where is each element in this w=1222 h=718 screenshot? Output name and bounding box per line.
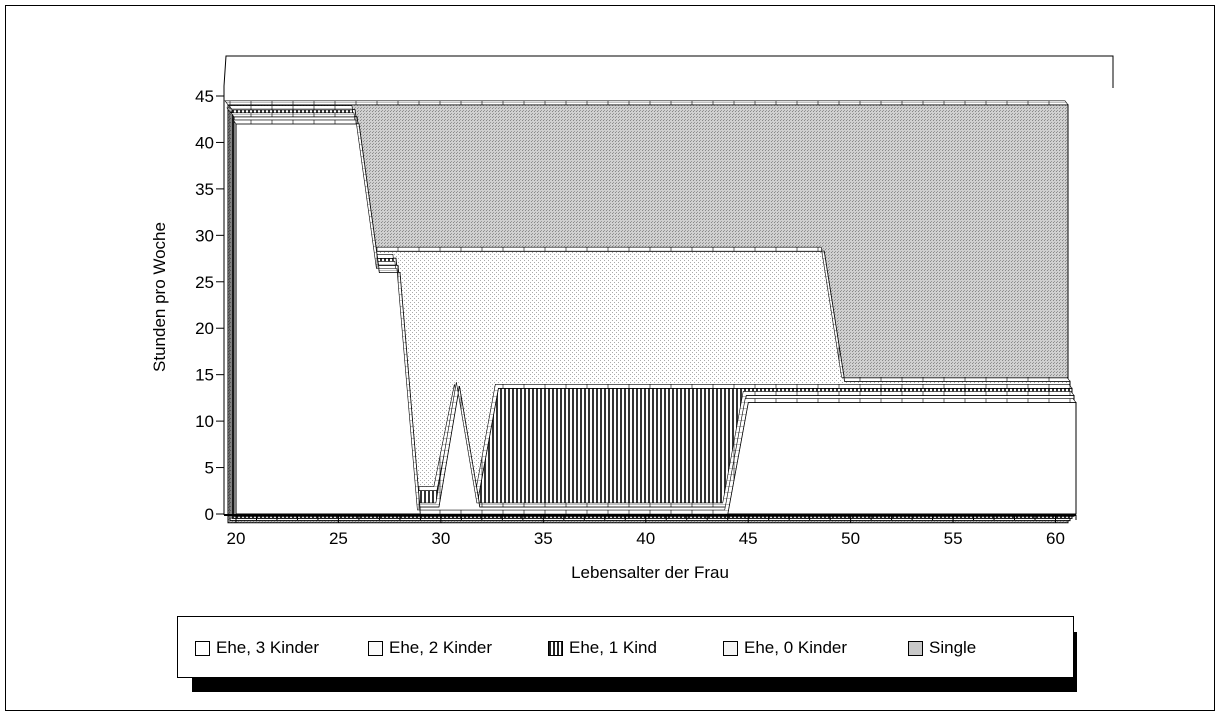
legend-swatch	[723, 640, 738, 656]
legend-label: Ehe, 3 Kinder	[216, 638, 320, 657]
x-tick-label: 35	[534, 529, 553, 548]
y-tick-label: 25	[195, 273, 214, 292]
y-tick-label: 5	[205, 459, 214, 478]
legend-label: Ehe, 0 Kinder	[744, 638, 848, 657]
y-tick-label: 20	[195, 319, 214, 338]
series-ridge	[226, 107, 1071, 382]
legend: Ehe, 3 Kinder Ehe, 2 Kinder Ehe, 1 Kind …	[177, 616, 1074, 678]
y-tick-label: 45	[195, 87, 214, 106]
legend-item-ehe-3-kinder: Ehe, 3 Kinder	[195, 637, 319, 659]
y-tick-label: 30	[195, 226, 214, 245]
legend-swatch	[195, 640, 210, 656]
y-tick-label: 10	[195, 412, 214, 431]
chart-frame	[5, 5, 1215, 711]
x-tick-label: 30	[431, 529, 450, 548]
x-tick-label: 45	[739, 529, 758, 548]
plot-area	[223, 55, 1114, 524]
legend-item-ehe-2-kinder: Ehe, 2 Kinder	[368, 637, 492, 659]
legend-label: Ehe, 2 Kinder	[389, 638, 493, 657]
y-tick-label: 35	[195, 180, 214, 199]
x-tick-label: 60	[1046, 529, 1065, 548]
x-axis-label: Lebensalter der Frau	[571, 563, 729, 582]
axes: 0 5 10 15 20 25 30 35 40 45 20 25 30 35 40 45 50 55 60	[195, 86, 1077, 548]
legend-item-ehe-1-kind: Ehe, 1 Kind	[548, 637, 657, 659]
series-ridge	[224, 100, 1069, 106]
legend-label: Single	[929, 638, 977, 657]
y-tick-label: 15	[195, 366, 214, 385]
legend-item-single: Single	[908, 637, 976, 659]
legend-swatch	[548, 640, 563, 656]
legend-swatch	[908, 640, 923, 656]
x-tick-label: 55	[944, 529, 963, 548]
y-tick-label: 40	[195, 133, 214, 152]
x-tick-label: 50	[841, 529, 860, 548]
x-tick-label: 20	[227, 529, 246, 548]
x-tick-label: 40	[636, 529, 655, 548]
y-axis-label: Stunden pro Woche	[150, 222, 169, 372]
y-tick-label: 0	[205, 505, 214, 524]
legend-label: Ehe, 1 Kind	[569, 638, 657, 657]
legend-item-ehe-0-kinder: Ehe, 0 Kinder	[723, 637, 847, 659]
x-tick-label: 25	[329, 529, 348, 548]
legend-swatch	[368, 640, 383, 656]
